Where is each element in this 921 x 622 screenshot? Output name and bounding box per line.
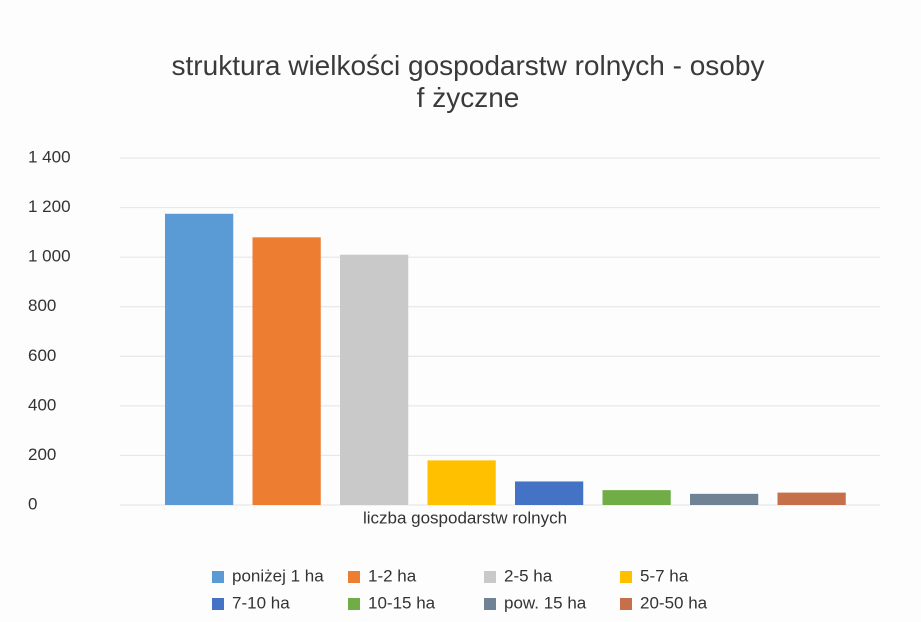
bar <box>340 254 409 505</box>
y-tick-label: 0 <box>28 494 37 513</box>
x-tick-label: liczba gospodarstw rolnych <box>363 508 567 527</box>
y-tick-label: 1 400 <box>28 147 71 166</box>
legend-label: 1-2 ha <box>368 566 417 585</box>
bar <box>515 481 584 505</box>
y-tick-label: 800 <box>28 296 56 315</box>
y-tick-label: 200 <box>28 445 56 464</box>
legend-swatch <box>620 571 632 583</box>
legend-label: 10-15 ha <box>368 593 436 612</box>
y-tick-label: 400 <box>28 395 56 414</box>
legend-swatch <box>348 598 360 610</box>
bar <box>690 493 759 505</box>
legend-label: poniżej 1 ha <box>232 566 324 585</box>
bar <box>252 237 321 506</box>
bar <box>165 213 234 505</box>
bar <box>602 490 671 505</box>
legend-label: 5-7 ha <box>640 566 689 585</box>
y-tick-label: 1 000 <box>28 247 71 266</box>
legend-swatch <box>212 598 224 610</box>
bar <box>777 492 846 505</box>
bar <box>427 460 496 505</box>
legend-swatch <box>620 598 632 610</box>
legend-label: 2-5 ha <box>504 566 553 585</box>
legend-swatch <box>212 571 224 583</box>
legend-label: 20-50 ha <box>640 593 708 612</box>
legend-label: pow. 15 ha <box>504 593 587 612</box>
chart-title: struktura wielkości gospodarstw rolnych … <box>172 50 765 113</box>
legend-swatch <box>484 598 496 610</box>
legend-label: 7-10 ha <box>232 593 290 612</box>
legend-swatch <box>348 571 360 583</box>
legend-swatch <box>484 571 496 583</box>
y-tick-label: 600 <box>28 346 56 365</box>
y-tick-label: 1 200 <box>28 197 71 216</box>
